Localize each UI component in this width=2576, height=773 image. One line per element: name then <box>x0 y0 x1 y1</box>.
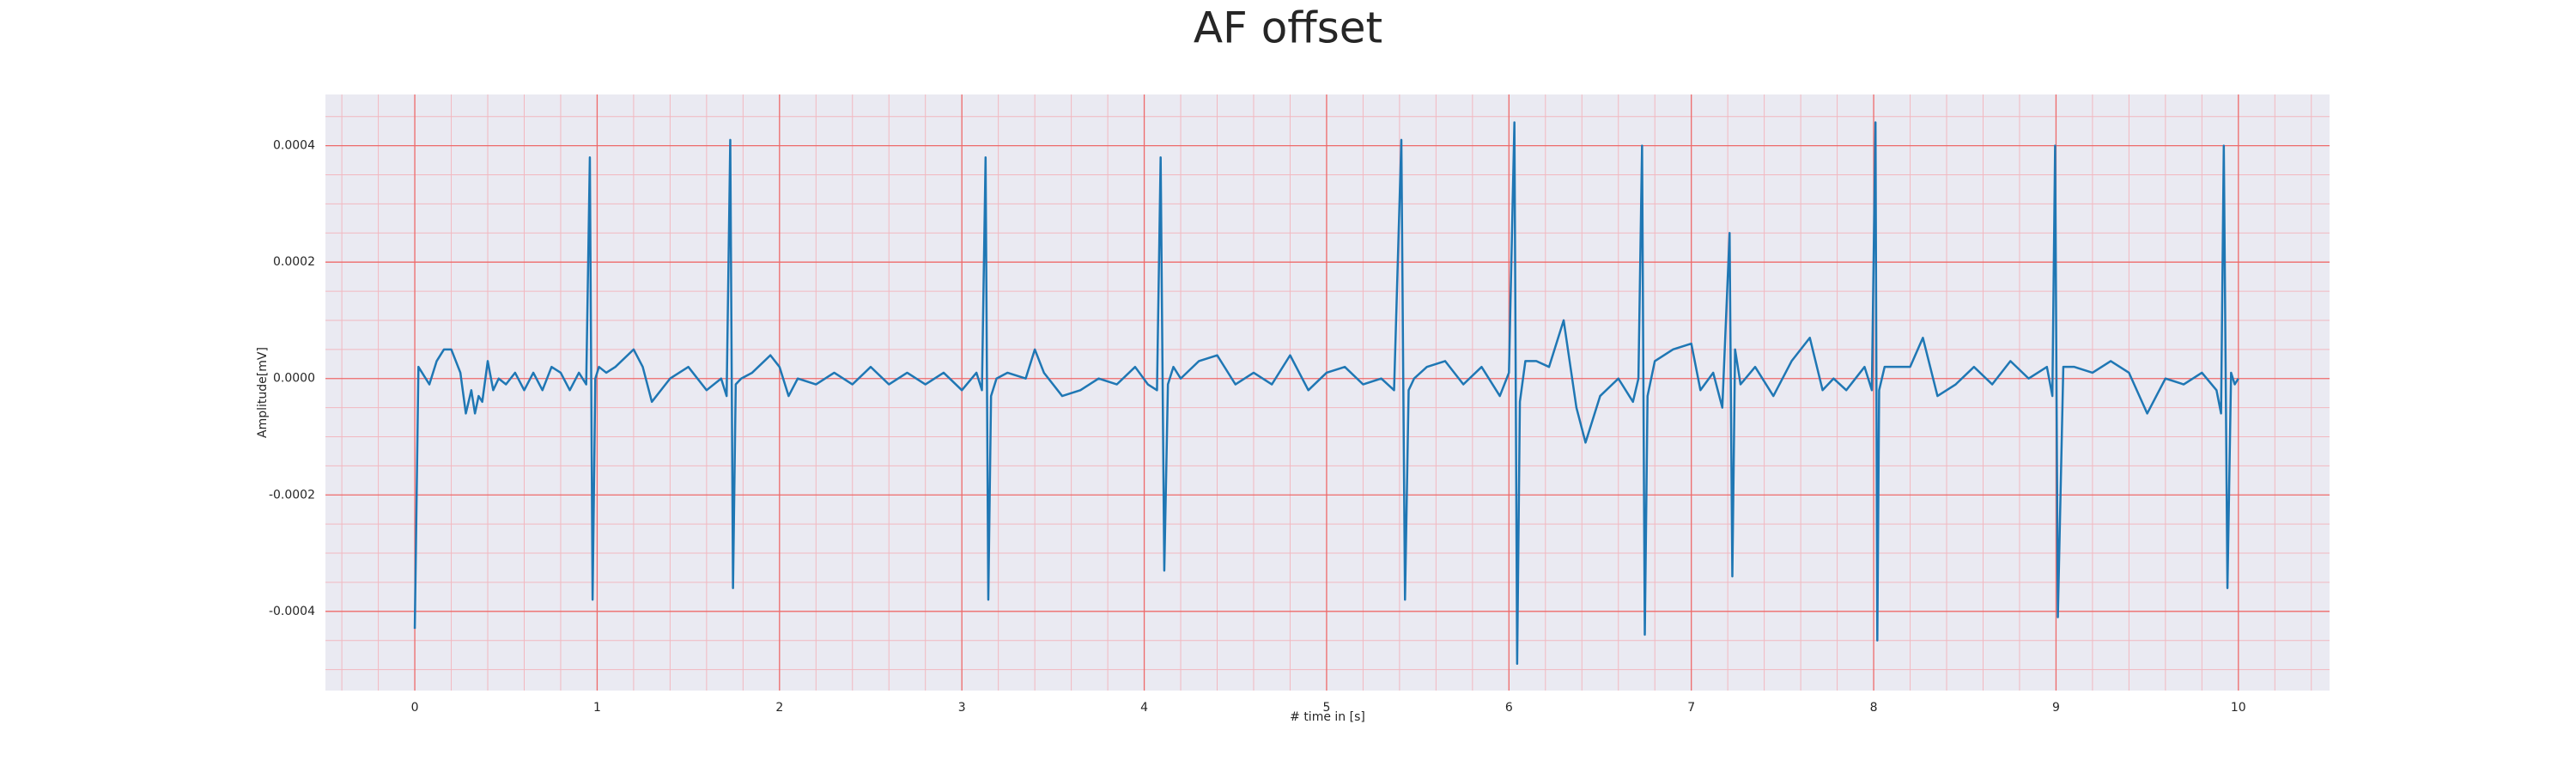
y-tick-label: 0.0002 <box>273 255 315 269</box>
grid <box>325 94 2330 691</box>
y-axis-label: Amplitude[mV] <box>256 347 270 438</box>
x-tick-label: 10 <box>2231 701 2246 715</box>
x-tick-label: 8 <box>1870 701 1878 715</box>
y-tick-label: -0.0004 <box>269 605 315 618</box>
x-tick-label: 5 <box>1322 701 1330 715</box>
x-tick-label: 7 <box>1687 701 1695 715</box>
chart-title: AF offset <box>1194 3 1382 53</box>
y-tick-label: 0.0004 <box>273 139 315 153</box>
x-tick-label: 6 <box>1505 701 1513 715</box>
x-tick-label: 2 <box>775 701 783 715</box>
y-tick-label: -0.0002 <box>269 488 315 502</box>
plot-area <box>325 94 2330 691</box>
y-tick-label: 0.0000 <box>273 372 315 386</box>
x-tick-label: 1 <box>593 701 601 715</box>
x-tick-label: 4 <box>1140 701 1148 715</box>
x-tick-label: 9 <box>2052 701 2060 715</box>
x-tick-label: 0 <box>411 701 419 715</box>
x-tick-label: 3 <box>958 701 966 715</box>
x-axis-label: # time in [s] <box>1290 710 1365 724</box>
line <box>413 121 2239 666</box>
